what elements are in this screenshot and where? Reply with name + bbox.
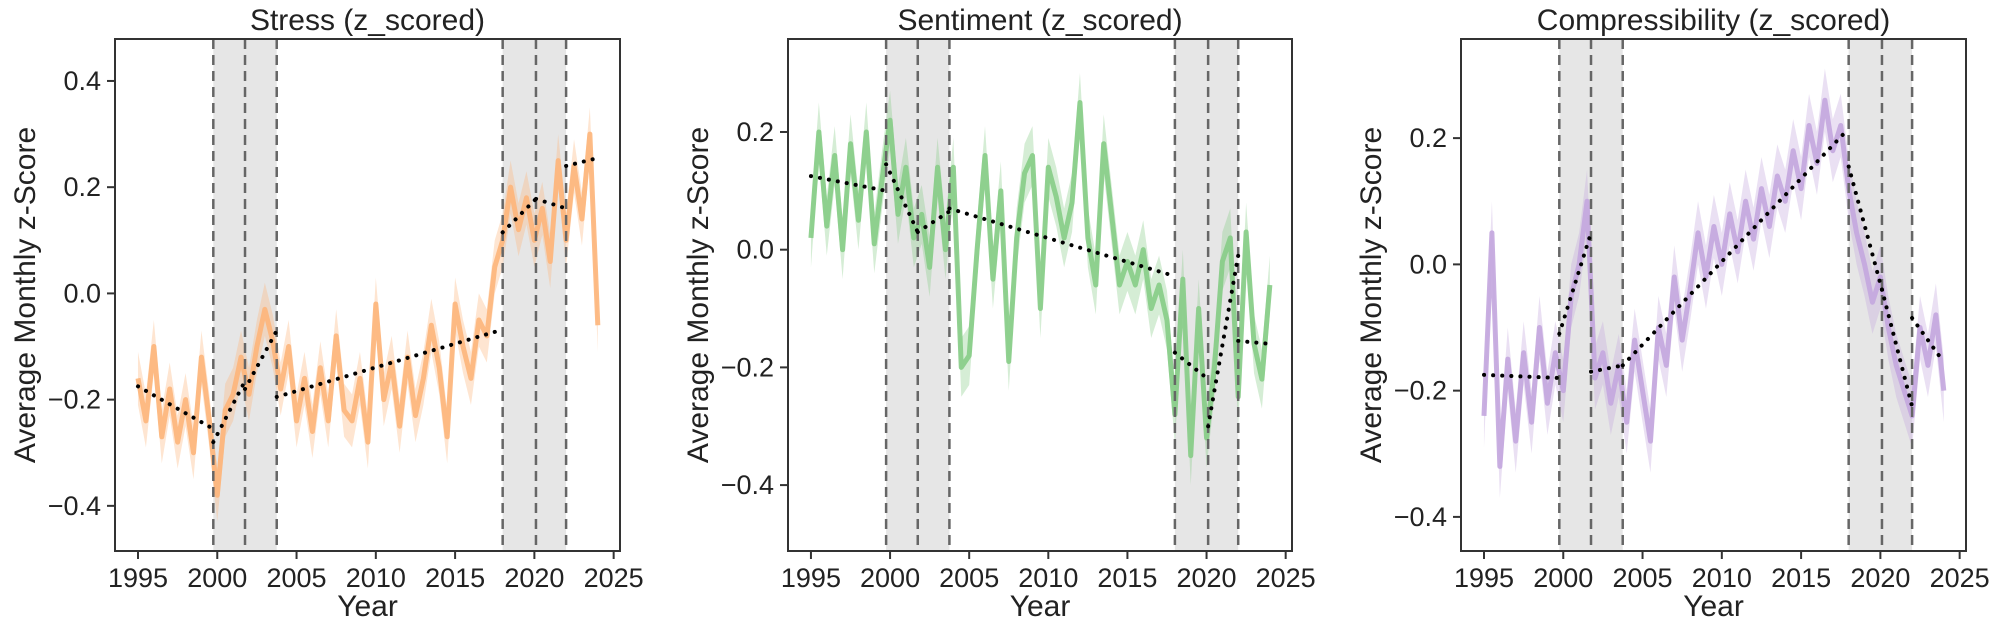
plot-area [1481,39,1947,551]
y-tick-label: −0.4 [1394,502,1447,532]
x-tick-label: 2005 [1613,563,1673,593]
trend-segment [1172,350,1211,382]
x-tick-label: 2025 [1256,563,1316,593]
y-tick-label: 0.0 [736,235,774,265]
trend-segment [1557,230,1594,336]
trend-segment [1589,363,1625,374]
y-axis-label: Average Monthly z-Score [1355,127,1388,463]
y-tick-label: −0.4 [48,491,101,521]
x-tick-label: 2025 [1930,563,1990,593]
y-tick-label: 0.2 [736,117,774,147]
x-tick-label: 1995 [781,563,841,593]
trend-segment [274,327,505,399]
y-tick-label: 0.0 [63,278,101,308]
x-tick-label: 2010 [1692,563,1752,593]
x-tick-label: 2020 [1177,563,1237,593]
x-tick-label: 2020 [504,563,564,593]
x-tick-label: 2025 [584,563,644,593]
subplot-title: Sentiment (z_scored) [897,4,1182,37]
x-tick-label: 2015 [425,563,485,593]
x-axis-label: Year [1683,590,1744,623]
trend-segment [500,196,538,235]
plot-area [135,39,601,551]
x-tick-label: 2010 [1018,563,1078,593]
subplot-title: Compressibility (z_scored) [1537,4,1890,37]
subplot-title: Stress (z_scored) [250,4,485,37]
axes-frame [787,38,1293,552]
trend-segment [915,209,952,235]
y-tick-label: 0.2 [1409,123,1447,153]
x-tick-label: 2020 [1850,563,1910,593]
x-axis-label: Year [337,590,398,623]
trend-segment [884,162,920,235]
trend-segment [211,379,248,445]
trend-segment [808,174,889,193]
x-tick-label: 2000 [1533,563,1593,593]
trend-segment [1481,372,1562,381]
y-tick-label: −0.2 [48,385,101,415]
x-tick-label: 2015 [1097,563,1157,593]
x-tick-label: 1995 [108,563,168,593]
confidence-band [1483,68,1944,498]
series-line [135,131,601,498]
x-tick-label: 2000 [187,563,247,593]
trend-segment [1910,316,1946,365]
series-line [1481,97,1947,469]
y-tick-label: 0.4 [63,66,101,96]
y-tick-label: −0.2 [1394,376,1447,406]
trend-segment [564,155,600,168]
x-tick-label: 1995 [1454,563,1514,593]
subplot-1: 1995 2000 2005 2010 2015 2020 2025 −0.4 −0.2 0.0 0… [9,4,644,623]
trend-segment [947,206,1177,279]
plot-area [808,39,1273,551]
x-tick-label: 2005 [267,563,327,593]
x-tick-label: 2005 [939,563,999,593]
y-tick-label: 0.2 [63,172,101,202]
axes-frame [114,38,621,552]
trend-segment [1236,338,1272,346]
trend-segment [1879,287,1915,409]
shaded-period [502,39,567,551]
trend-segment [135,384,216,431]
x-tick-label: 2000 [860,563,920,593]
y-axis-label: Average Monthly z-Score [682,127,715,463]
y-tick-label: −0.4 [721,470,774,500]
trend-segment [1846,164,1884,292]
trend-segment [243,328,279,392]
y-tick-label: 0.0 [1409,249,1447,279]
trend-segment [1206,253,1241,429]
axes-frame [1460,38,1967,552]
x-axis-label: Year [1010,590,1071,623]
trend-segment [533,196,569,211]
subplot-3: 1995 2000 2005 2010 2015 2020 2025 −0.4 −0.2 0.0 0… [1355,4,1990,623]
shaded-period [1848,39,1913,551]
series-line [808,100,1273,459]
x-tick-label: 2010 [346,563,406,593]
y-tick-label: −0.2 [721,352,774,382]
x-tick-label: 2015 [1771,563,1831,593]
y-axis-label: Average Monthly z-Score [9,127,42,463]
subplot-2: 1995 2000 2005 2010 2015 2020 2025 −0.4 −0.2 0.0 0… [682,4,1316,623]
trend-segment [1620,126,1851,368]
